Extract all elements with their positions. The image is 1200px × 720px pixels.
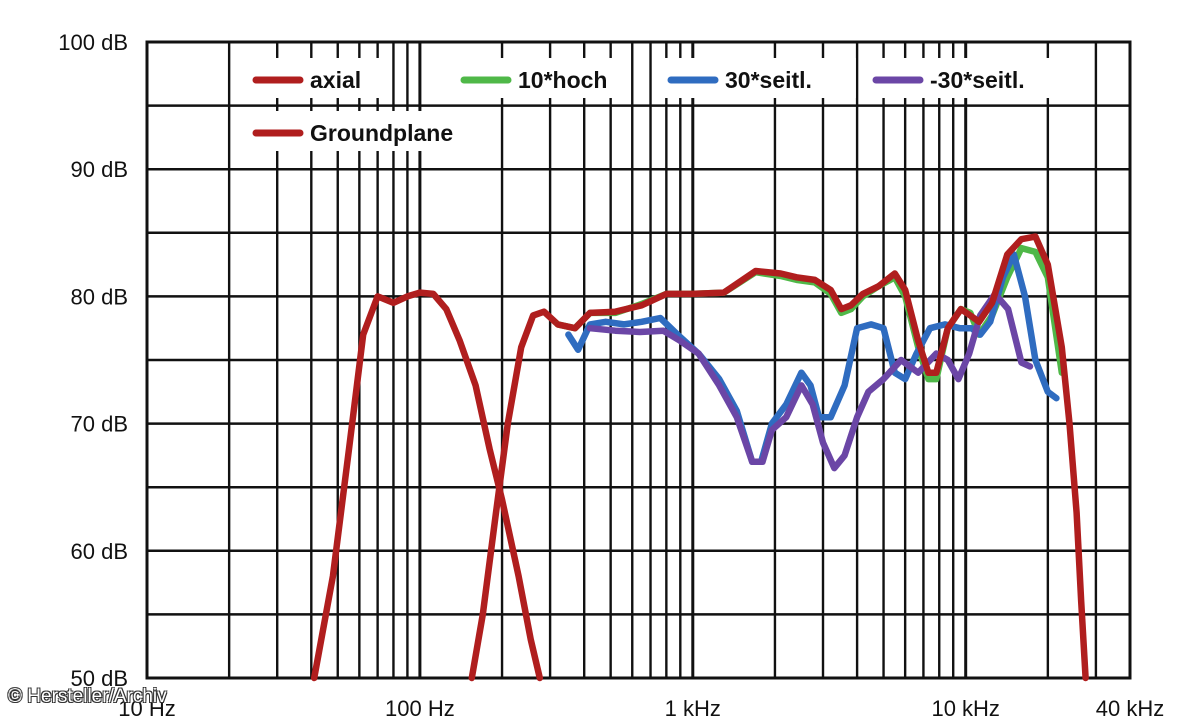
y-tick-label: 80 dB [71,284,129,309]
credit-text: © Hersteller/Archiv [8,686,167,707]
series-line-axial [554,233,1089,682]
legend-label: 10*hoch [518,67,607,93]
series-lines [310,233,1089,682]
y-tick-label: 70 dB [71,412,129,437]
legend-label: -30*seitl. [930,67,1025,93]
x-tick-label: 10 kHz [931,696,999,720]
x-tick-label: 1 kHz [665,696,721,720]
series-line-groundplane [310,289,544,682]
legend-label: 30*seitl. [725,67,812,93]
y-tick-label: 60 dB [71,539,129,564]
x-tick-label: 100 Hz [385,696,455,720]
y-axis-labels: 100 dB 90 dB 80 dB 70 dB 60 dB 50 dB [58,30,128,691]
legend-label: Groundplane [310,120,453,146]
y-tick-label: 100 dB [58,30,128,55]
x-tick-label: 40 kHz [1096,696,1164,720]
series-line-30-seitl- [565,251,1060,466]
legend: axial 10*hoch 30*seitl. -30*seitl. Groundpla… [246,58,1074,151]
y-tick-label: 90 dB [71,157,129,182]
y-tick-label: 50 dB [71,666,129,691]
legend-label: axial [310,67,361,93]
series-line-groundplane-highpass [468,308,562,682]
series-line--30-seitl- [586,290,1034,472]
x-tick-label: 10 Hz [118,696,175,720]
x-axis-labels: 10 Hz 100 Hz 1 kHz 10 kHz 40 kHz [118,696,1164,720]
